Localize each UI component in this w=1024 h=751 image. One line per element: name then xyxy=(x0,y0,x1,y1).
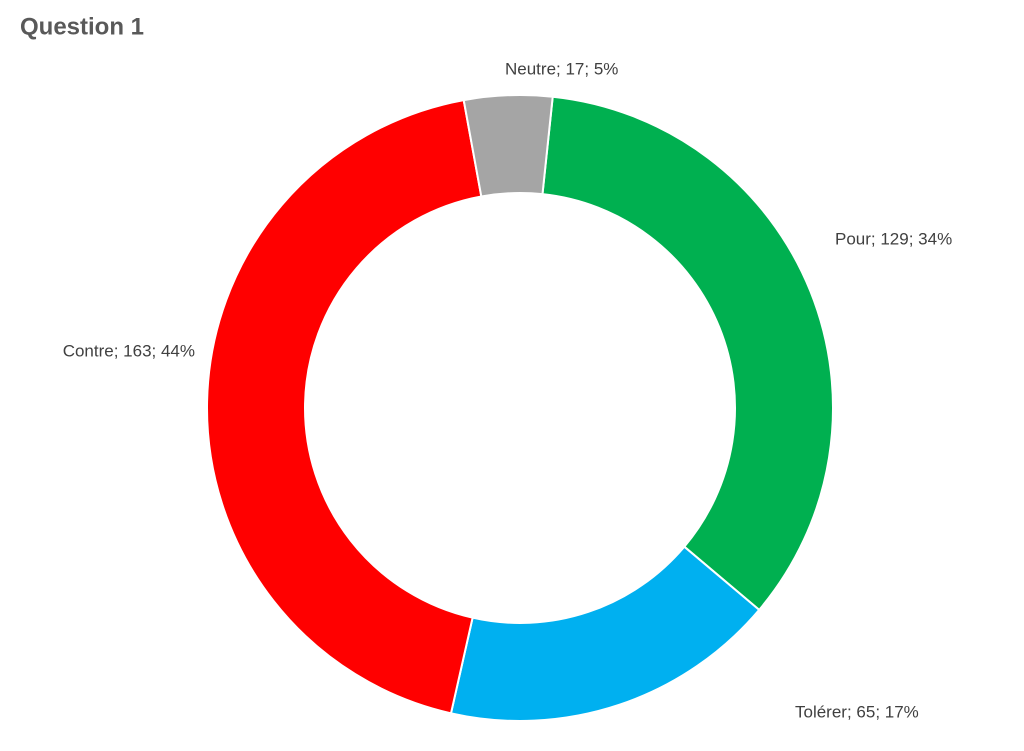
data-label: Tolérer; 65; 17% xyxy=(795,702,919,721)
data-label: Neutre; 17; 5% xyxy=(505,59,618,78)
data-label: Contre; 163; 44% xyxy=(63,341,195,360)
donut-slice xyxy=(541,95,834,612)
donut-slice xyxy=(205,98,483,715)
donut-slice xyxy=(449,545,761,722)
chart-title: Question 1 xyxy=(20,13,144,40)
data-label: Pour; 129; 34% xyxy=(835,229,952,248)
donut-slice xyxy=(462,94,554,198)
